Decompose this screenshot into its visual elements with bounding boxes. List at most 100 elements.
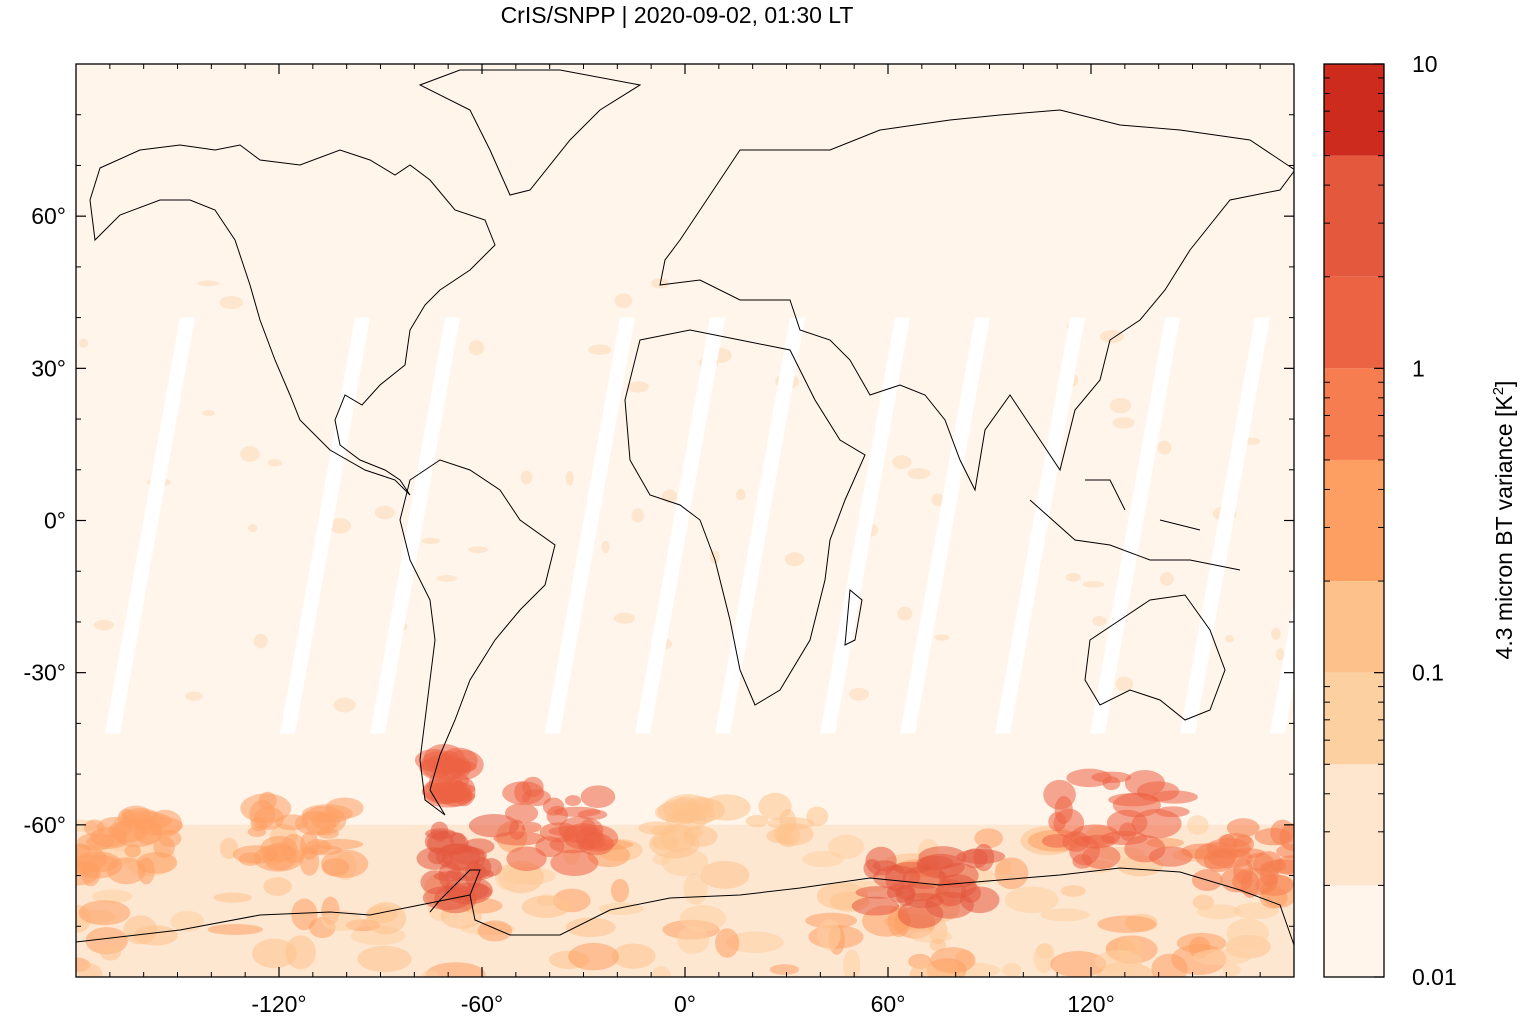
variance-patch [1054, 796, 1073, 824]
variance-patch [514, 781, 532, 804]
variance-patch [449, 832, 466, 847]
orbit-gap [715, 317, 805, 734]
variance-speckle [329, 518, 352, 534]
variance-speckle [1082, 581, 1105, 588]
variance-patch [291, 898, 318, 931]
variance-patch [1050, 950, 1107, 977]
variance-field [76, 278, 1294, 977]
variance-speckle [897, 606, 913, 621]
variance-patch [1241, 871, 1260, 898]
variance-patch [802, 851, 844, 868]
variance-patch [477, 920, 513, 942]
variance-patch [683, 825, 718, 847]
variance-speckle [1065, 572, 1081, 582]
variance-patch [521, 895, 571, 918]
variance-patch [930, 947, 976, 974]
coastline-madagascar [844, 589, 863, 646]
variance-patch [817, 918, 841, 951]
variance-speckle [78, 338, 89, 348]
colorbar-levels [1324, 64, 1384, 977]
variance-patch [553, 806, 601, 818]
variance-patch [137, 857, 155, 885]
variance-patch [806, 806, 829, 827]
variance-speckle [253, 633, 268, 649]
variance-speckle [1159, 572, 1174, 586]
variance-patch [506, 846, 547, 871]
variance-speckle [601, 540, 610, 554]
variance-patch [317, 828, 339, 839]
variance-speckle [247, 524, 258, 533]
variance-speckle [1112, 417, 1135, 429]
variance-patch [1062, 831, 1090, 852]
variance-speckle [185, 691, 203, 701]
variance-patch [438, 860, 462, 891]
variance-patch [1218, 833, 1253, 848]
orbit-gap [1090, 317, 1180, 734]
colorbar-level [1324, 885, 1384, 977]
variance-speckle [468, 340, 485, 356]
colorbar-frame [1323, 63, 1385, 978]
variance-patch [468, 814, 520, 838]
variance-patch [577, 832, 614, 856]
colorbar-tick-label: 0.01 [1412, 964, 1457, 990]
variance-patch [679, 905, 727, 932]
variance-patch [550, 849, 599, 876]
variance-patch [1002, 962, 1022, 977]
x-tick-label: 60° [871, 991, 906, 1017]
y-tick-label: 30° [31, 355, 66, 381]
variance-patch [425, 828, 456, 840]
variance-patch [263, 877, 292, 896]
variance-patch [1197, 904, 1241, 920]
variance-patch [565, 917, 616, 938]
variance-speckle [93, 619, 115, 631]
variance-patch [769, 964, 800, 975]
y-tick-label: -60° [24, 812, 66, 838]
variance-speckle [614, 293, 633, 309]
variance-patch [133, 925, 178, 946]
colorbar-tick-label: 0.1 [1412, 660, 1444, 686]
variance-speckle [1115, 676, 1134, 692]
variance-speckle [1100, 330, 1124, 344]
chart-title: CrIS/SNPP | 2020-09-02, 01:30 LT [501, 2, 854, 28]
variance-patch [493, 831, 545, 846]
variance-patch [1226, 918, 1270, 948]
orbit-gap [105, 317, 195, 734]
variance-patch [1151, 953, 1188, 977]
variance-patch [365, 902, 407, 935]
x-tick-label: -120° [251, 991, 306, 1017]
variance-patch [505, 803, 539, 824]
variance-patch [253, 806, 284, 831]
variance-speckle [849, 687, 870, 701]
variance-patch [285, 935, 316, 970]
y-tick-label: 60° [31, 203, 66, 229]
variance-patch [539, 822, 579, 843]
variance-patch [651, 966, 672, 977]
coastline-africa [624, 329, 866, 706]
variance-patch [673, 802, 702, 824]
variance-speckle [333, 697, 356, 713]
variance-patch [925, 891, 974, 919]
variance-speckle [520, 470, 533, 485]
variance-patch [464, 860, 482, 890]
variance-speckle [709, 550, 720, 564]
variance-patch [873, 865, 921, 890]
variance-patch [843, 949, 861, 977]
variance-speckle [627, 381, 649, 393]
variance-patch [611, 943, 656, 969]
variance-speckle [1275, 648, 1285, 661]
variance-patch [973, 844, 995, 872]
variance-patch [851, 896, 900, 916]
variance-patch [1094, 950, 1143, 974]
orbit-gap [820, 317, 910, 734]
variance-speckle [219, 295, 244, 310]
variance-patch [1004, 886, 1059, 913]
variance-patch [564, 795, 582, 806]
orbit-gap [370, 317, 460, 734]
variance-patch [521, 822, 542, 833]
variance-patch [357, 945, 412, 973]
variance-patch [321, 849, 369, 879]
variance-patch [76, 854, 119, 873]
x-tick-label: 120° [1067, 991, 1115, 1017]
orbit-gap [995, 317, 1085, 734]
colorbar-label: 4.3 micron BT variance [K2] [1490, 381, 1517, 660]
